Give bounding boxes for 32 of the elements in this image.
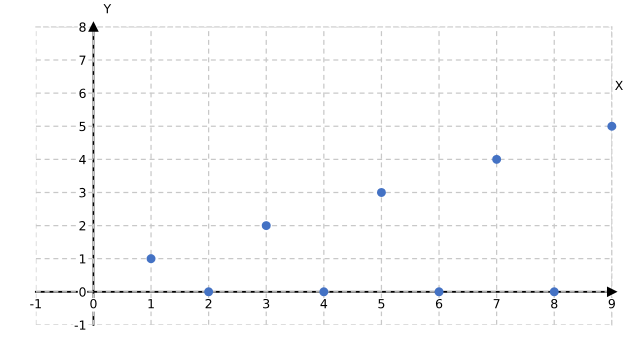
point <box>550 287 559 296</box>
x-tick-label: 7 <box>494 299 500 308</box>
point <box>319 287 328 296</box>
x-axis-title: X <box>615 80 623 90</box>
y-tick-label: 8 <box>79 22 86 32</box>
x-tick-label: 2 <box>206 298 212 308</box>
x-tick-label: 1 <box>148 299 154 308</box>
x-tick-label: 8 <box>551 298 558 308</box>
y-tick-label: -1 <box>74 320 86 330</box>
x-tick-label: 5 <box>378 299 384 308</box>
y-tick-label: 5 <box>80 122 86 132</box>
point <box>146 254 156 264</box>
y-tick-label: 4 <box>79 154 86 164</box>
y-tick-label: 1 <box>80 254 86 264</box>
y-tick-label: 2 <box>79 221 86 230</box>
point <box>204 287 214 296</box>
y-tick-label: 3 <box>79 188 86 198</box>
x-tick-label: 4 <box>320 299 328 308</box>
point <box>262 221 271 230</box>
y-tick-label: 7 <box>80 56 86 65</box>
x-tick-label: 3 <box>263 298 270 308</box>
point <box>376 188 386 197</box>
y-tick-label: 0 <box>79 287 86 297</box>
y-tick-label: 6 <box>79 88 86 98</box>
point <box>492 154 502 164</box>
x-tick-label: -1 <box>30 299 41 308</box>
x-tick-label: 6 <box>436 298 442 308</box>
point <box>607 122 616 131</box>
point <box>434 287 444 296</box>
x-tick-label: 0 <box>90 298 97 308</box>
x-tick-label: 9 <box>608 298 615 308</box>
y-axis-title: Y <box>103 4 112 14</box>
